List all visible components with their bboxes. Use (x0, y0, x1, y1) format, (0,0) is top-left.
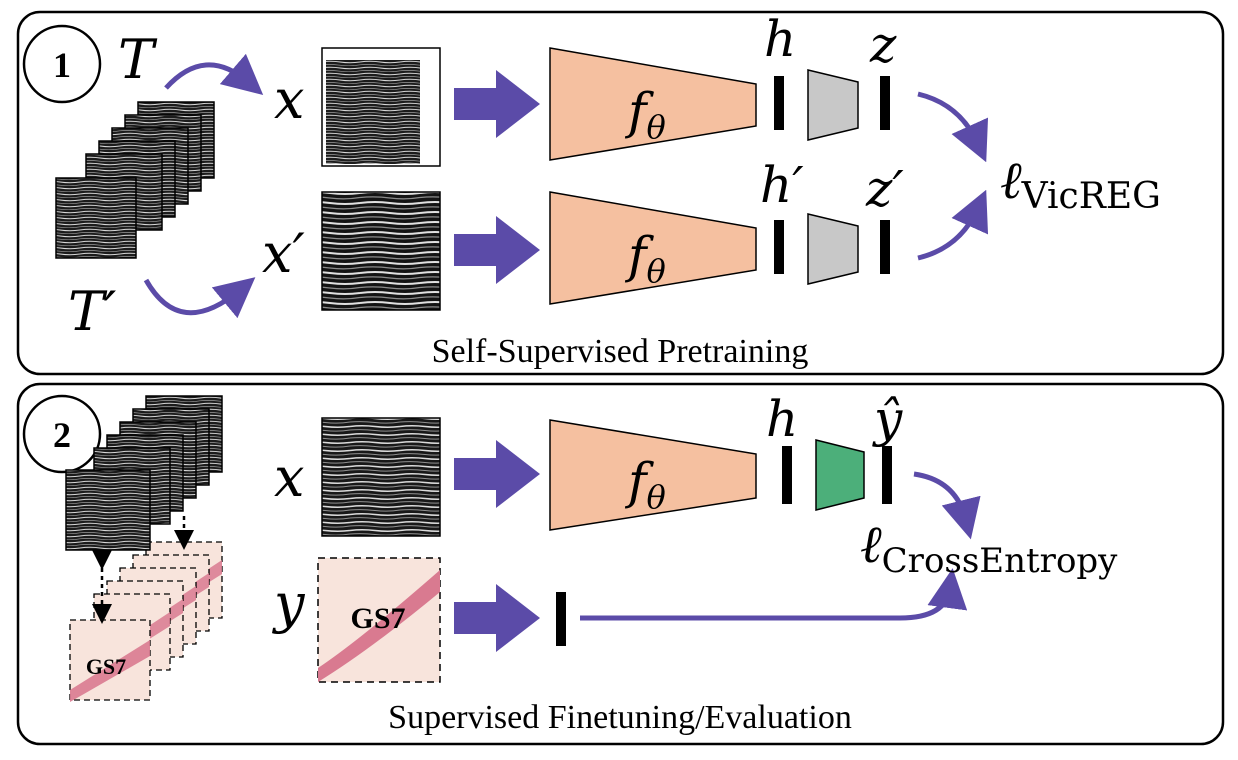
input-label-x: x (274, 68, 304, 131)
panel-1-caption: Self-Supervised Pretraining (432, 333, 809, 370)
projector-top (807, 69, 859, 141)
image-stack-1 (55, 101, 215, 259)
block-arrow-2-top (454, 440, 540, 508)
z-bar-top (880, 76, 890, 130)
encoder-bottom-label: fθ (624, 226, 666, 290)
panel-1-border (16, 10, 1225, 376)
aug-label-bottom: T′ (68, 280, 116, 343)
panel-finetuning: 2 (16, 382, 1225, 746)
panel-pretraining: 1 T T′ x x′ fθ fθ (16, 10, 1225, 376)
encoder-top (549, 47, 757, 161)
loss-arrow-top (917, 91, 989, 163)
aug-arrow-top (164, 53, 264, 96)
tissue-stack: GS7 (69, 541, 223, 702)
h-label-bottom: h′ (760, 156, 804, 214)
tissue-image-main: GS7 (317, 557, 441, 683)
classifier-head (815, 439, 865, 511)
yhat-label: ŷ (872, 390, 903, 448)
panel-2-caption: Supervised Finetuning/Evaluation (388, 699, 852, 736)
h-bar-bottom (774, 220, 784, 274)
encoder-2-label: fθ (624, 452, 666, 516)
aug-arrow-bottom (143, 277, 256, 319)
z-bar-bottom (880, 220, 890, 274)
encoder-bottom (549, 191, 757, 305)
input-image-top (321, 47, 441, 167)
label-y: y (272, 572, 306, 635)
aug-label-top: T (118, 28, 158, 91)
loss-vicreg: ℓVicREG (1000, 151, 1161, 217)
panel-2-border (16, 382, 1225, 746)
projector-bottom (807, 213, 859, 285)
loss-arrow-label (580, 568, 968, 621)
loss-arrow-pred (913, 471, 981, 540)
z-label-bottom: z′ (865, 160, 904, 218)
panel-2-number: 2 (53, 415, 71, 455)
block-arrow-top (454, 70, 540, 138)
panel-1-number-circle (22, 24, 102, 104)
loss-crossentropy: ℓCrossEntropy (860, 515, 1118, 581)
input-image-2 (321, 417, 441, 537)
h-bar-top (774, 76, 784, 130)
label-bar (556, 592, 566, 646)
block-arrow-2-bottom (454, 584, 540, 652)
input-label-x-2: x (274, 446, 304, 509)
input-label-x-prime: x′ (262, 222, 305, 285)
z-label-top: z (869, 16, 897, 74)
encoder-top-label: fθ (624, 82, 666, 146)
grade-stack-label: GS7 (86, 654, 126, 679)
input-image-bottom (321, 191, 441, 311)
h-label-top: h (764, 10, 796, 68)
loss-arrow-bottom (917, 189, 989, 261)
panel-1-number: 1 (53, 45, 71, 85)
encoder-2 (549, 419, 757, 531)
image-stack-2 (65, 395, 223, 551)
h-label-2: h (766, 390, 798, 448)
grade-main-label: GS7 (350, 602, 405, 635)
yhat-bar (882, 446, 892, 504)
h-bar-2 (782, 446, 792, 504)
block-arrow-bottom (454, 216, 540, 284)
panel-2-number-circle (22, 394, 102, 474)
